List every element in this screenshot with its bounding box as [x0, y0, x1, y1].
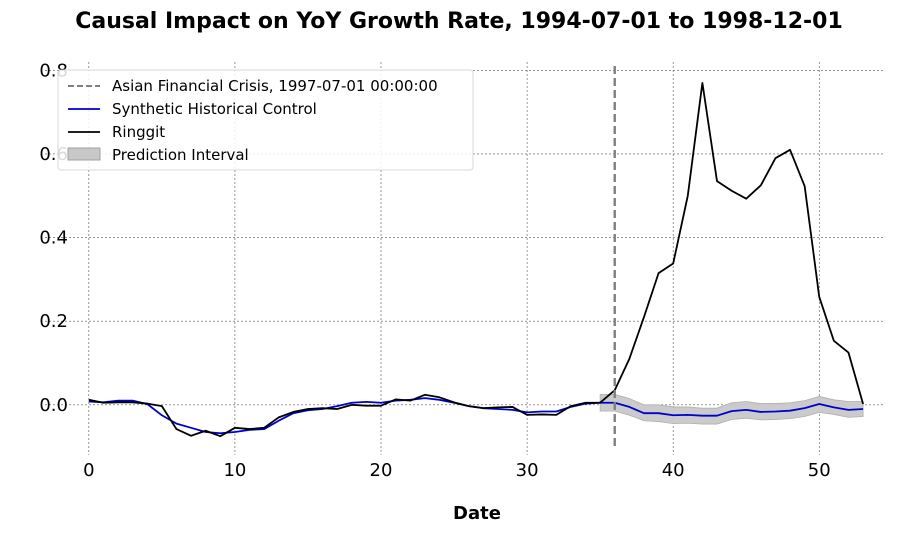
x-tick-label-5: 50 — [808, 460, 831, 481]
x-tick-label-3: 30 — [516, 460, 539, 481]
legend-label-interval: Prediction Interval — [112, 146, 249, 164]
x-tick-label-1: 10 — [223, 460, 246, 481]
prediction-interval-band — [599, 393, 864, 425]
legend-frame — [57, 69, 474, 171]
y-tick-label-0: 0.0 — [39, 395, 68, 416]
x-tick-label-0: 0 — [83, 460, 94, 481]
prediction-interval-layer — [599, 393, 864, 425]
series-layer — [88, 82, 864, 438]
y-tick-label-1: 0.2 — [39, 311, 68, 332]
legend-label-ringgit: Ringgit — [112, 123, 165, 141]
legend-label-intervention: Asian Financial Crisis, 1997-07-01 00:00… — [112, 77, 438, 95]
legend-swatch-interval — [67, 147, 101, 161]
x-axis-label: Date — [453, 503, 501, 524]
x-axis-ticks: 0 10 20 30 40 50 — [83, 460, 831, 481]
legend: Asian Financial Crisis, 1997-07-01 00:00… — [57, 69, 474, 171]
y-tick-label-2: 0.4 — [39, 228, 68, 249]
x-tick-label-2: 20 — [370, 460, 393, 481]
chart-title: Causal Impact on YoY Growth Rate, 1994-0… — [75, 9, 843, 34]
x-tick-label-4: 40 — [662, 460, 685, 481]
series-line-1 — [88, 82, 864, 438]
legend-label-synthetic: Synthetic Historical Control — [112, 100, 317, 118]
